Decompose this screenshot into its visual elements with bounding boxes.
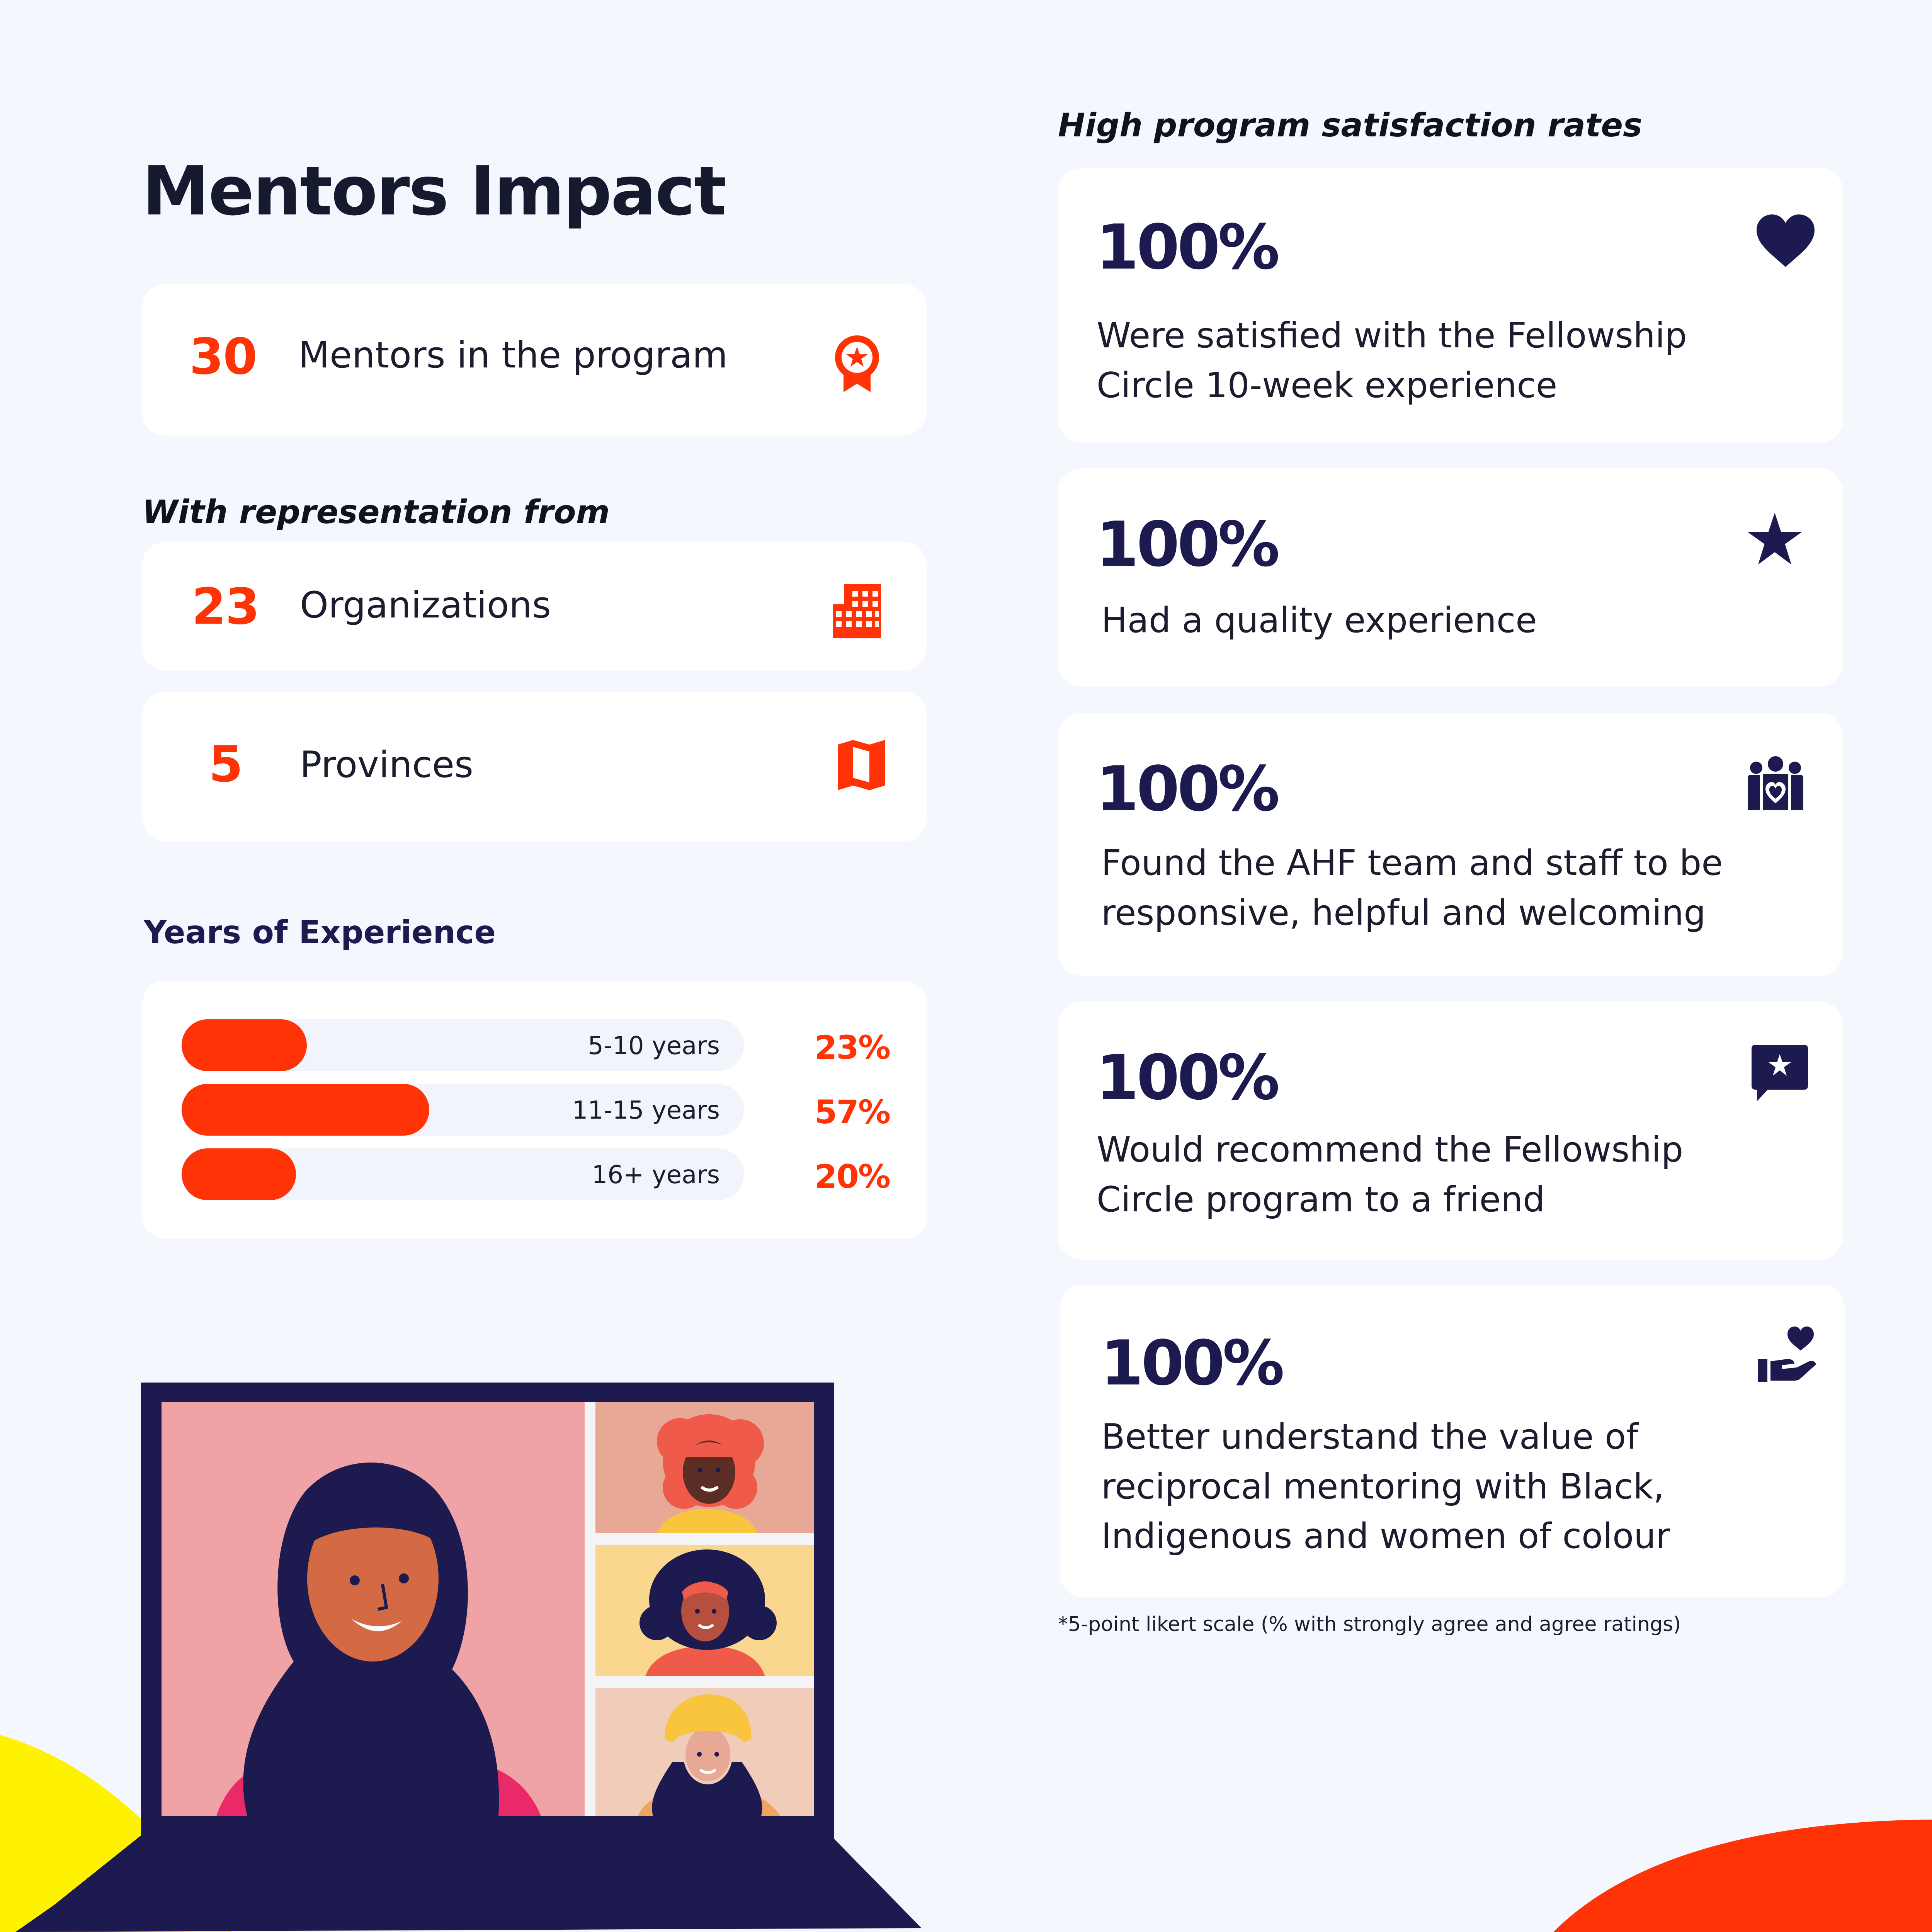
experience-bar-percent: 57% [815,1093,891,1131]
red-corner-shape [1553,1820,1932,1932]
provinces-card: 5 Provinces [142,692,927,842]
experience-card: 5-10 years 23% 11-15 years 57% 16+ years 20% [142,981,927,1239]
building-icon [833,584,881,638]
experience-bar-fill [182,1084,429,1136]
satisfaction-heading: High program satisfaction rates [1058,106,1643,144]
satisfaction-value: 100% [1100,1327,1284,1399]
star-icon [1748,513,1802,565]
representation-heading: With representation from [142,493,610,531]
satisfaction-value: 100% [1096,1041,1280,1114]
satisfaction-card-5: 100% Better understand the value of reci… [1060,1285,1845,1597]
satisfaction-card-4: 100% Would recommend the Fellowship Circ… [1058,1002,1843,1260]
experience-bar-label: 5-10 years [588,1032,720,1060]
hand-heart-icon [1758,1327,1816,1382]
satisfaction-value: 100% [1096,753,1280,825]
experience-bar-track: 11-15 years [182,1084,744,1136]
experience-bar-fill [182,1148,296,1200]
footnote: *5-point likert scale (% with strongly a… [1058,1613,1681,1636]
provinces-label: Provinces [300,744,473,786]
satisfaction-description: Were satisfied with the Fellowship Circl… [1097,315,1687,406]
satisfaction-card-2: 100% Had a quality experience [1058,468,1843,687]
experience-heading: Years of Experience [144,914,496,951]
experience-bar-percent: 20% [815,1158,891,1196]
experience-bar-label: 11-15 years [572,1096,720,1125]
organizations-count: 23 [192,578,260,636]
experience-bar-fill [182,1019,307,1071]
organizations-label: Organizations [300,584,551,626]
award-ribbon-icon [835,335,879,392]
satisfaction-description: Would recommend the Fellowship Circle pr… [1097,1129,1684,1220]
satisfaction-value: 100% [1096,508,1280,580]
video-call-illustration [15,1383,922,1932]
map-icon [838,740,885,790]
experience-bar-percent: 23% [815,1029,891,1066]
mentors-card: 30 Mentors in the program [142,284,927,435]
heart-icon [1757,214,1815,267]
mentors-count: 30 [189,328,257,386]
satisfaction-card-1: 100% Were satisfied with the Fellowship … [1058,168,1843,442]
page-title: Mentors Impact [142,152,726,231]
satisfaction-value: 100% [1096,211,1280,283]
experience-row: 16+ years 20% [142,1148,927,1200]
provinces-count: 5 [209,736,243,793]
satisfaction-card-3: 100% Found the AHF team and staff to be … [1058,713,1843,976]
mentors-label: Mentors in the program [298,334,728,376]
satisfaction-description: Had a quality experience [1101,600,1537,641]
satisfaction-description: Better understand the value of reciproca… [1101,1417,1670,1557]
chat-star-icon [1752,1045,1808,1101]
team-heart-icon [1748,756,1803,810]
organizations-card: 23 Organizations [142,542,927,671]
experience-row: 11-15 years 57% [142,1084,927,1136]
experience-bar-track: 5-10 years [182,1019,744,1071]
experience-bar-label: 16+ years [592,1161,720,1189]
experience-row: 5-10 years 23% [142,1019,927,1071]
experience-bar-track: 16+ years [182,1148,744,1200]
satisfaction-description: Found the AHF team and staff to be respo… [1101,843,1723,933]
